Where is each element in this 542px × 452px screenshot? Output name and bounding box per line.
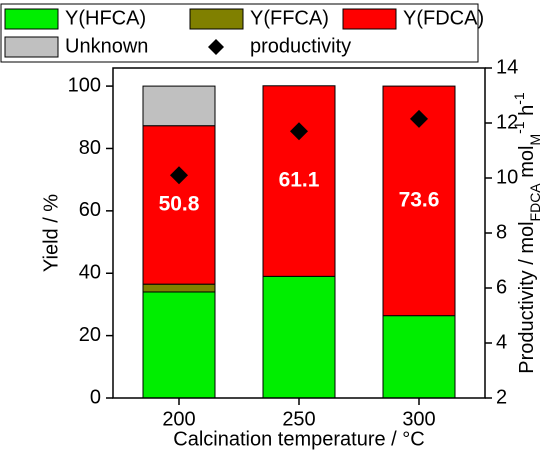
y-tick-label: 40 — [79, 262, 101, 284]
y-tick-label: 20 — [79, 324, 101, 346]
scatter-point — [170, 166, 188, 185]
legend-marker — [208, 39, 224, 55]
data-label: 73.6 — [399, 188, 440, 211]
legend-swatch — [4, 36, 59, 58]
legend-label: productivity — [250, 35, 351, 57]
legend-label: Unknown — [65, 35, 148, 57]
bar-segment — [142, 291, 216, 399]
y-tick-label: 100 — [68, 74, 101, 96]
data-label: 50.8 — [159, 192, 200, 215]
legend-swatch — [189, 8, 244, 30]
y2-axis-label-part: -1 — [511, 121, 527, 134]
y2-axis-label: Productivity / molFDCA molM-1 h-1 — [511, 92, 542, 374]
legend-label: Y(FDCA) — [403, 7, 484, 29]
y-tick-label: 0 — [90, 386, 101, 408]
legend-label: Y(FFCA) — [250, 7, 329, 29]
bar-segment — [382, 315, 456, 399]
y2-axis-label-part: FDCA — [527, 183, 542, 222]
x-tick-label: 200 — [162, 408, 195, 430]
legend-swatch — [342, 8, 397, 30]
y-tick-label: 60 — [79, 199, 101, 221]
y2-axis-label-part: M — [527, 134, 542, 146]
bar-segment — [142, 125, 216, 285]
bar-segment — [142, 85, 216, 127]
data-label: 61.1 — [279, 169, 320, 192]
y2-tick-label: 2 — [496, 386, 507, 408]
x-tick-label: 300 — [402, 408, 435, 430]
y2-tick-label: 12 — [496, 111, 518, 133]
y-tick-label: 80 — [79, 137, 101, 159]
x-tick-label: 250 — [282, 408, 315, 430]
y2-axis-label-part: -1 — [511, 92, 527, 105]
y2-tick-label: 10 — [496, 166, 518, 188]
y2-tick-label: 8 — [496, 221, 507, 243]
legend-swatch — [4, 8, 59, 30]
scatter-point — [410, 109, 428, 128]
bar-segment — [262, 85, 336, 277]
x-axis-label: Calcination temperature / °C — [173, 428, 424, 450]
y2-axis-label-part: mol — [516, 146, 538, 184]
y-axis-label: Yield / % — [40, 194, 62, 272]
y2-tick-label: 6 — [496, 276, 507, 298]
y2-axis-label-part: h — [516, 105, 538, 122]
legend-label: Y(HFCA) — [65, 7, 146, 29]
y2-axis-label-part: Productivity / mol — [516, 221, 538, 373]
y2-tick-label: 4 — [496, 331, 507, 353]
bar-segment — [262, 275, 336, 399]
y2-tick-label: 14 — [496, 56, 518, 78]
bar-segment — [142, 283, 216, 293]
scatter-point — [290, 122, 308, 141]
